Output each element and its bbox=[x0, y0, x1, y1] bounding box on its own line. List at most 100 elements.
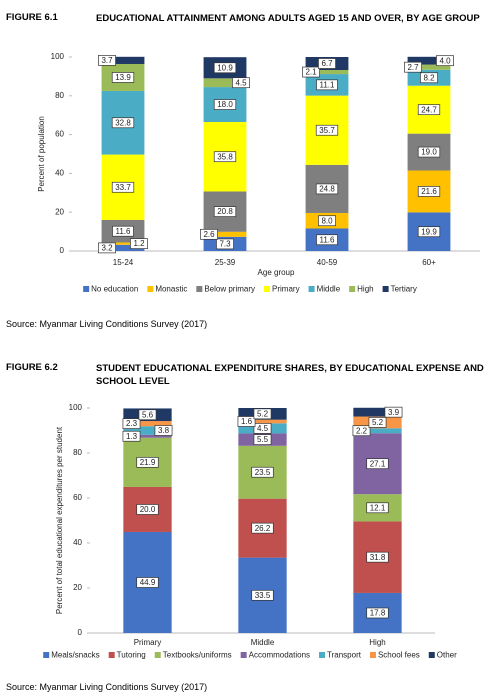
y-axis-label: Percent of population bbox=[37, 116, 46, 192]
label-box bbox=[318, 58, 336, 69]
bar-segment bbox=[305, 69, 349, 75]
label-box bbox=[154, 425, 173, 436]
bar-segment bbox=[101, 242, 145, 245]
label-box bbox=[213, 62, 237, 74]
data-label-text: 2.3 bbox=[126, 419, 138, 428]
data-label-text: 3.7 bbox=[101, 56, 113, 65]
data-label: 11.1 bbox=[316, 79, 338, 91]
data-label-text: 4.0 bbox=[439, 56, 451, 65]
data-label-text: 3.8 bbox=[158, 426, 170, 435]
y-tick-label: 40 bbox=[73, 538, 82, 547]
source-note: Source: Myanmar Living Conditions Survey… bbox=[6, 682, 208, 692]
label-box bbox=[366, 551, 389, 563]
y-tick-label: 100 bbox=[51, 52, 65, 61]
label-box bbox=[253, 408, 272, 420]
label-box bbox=[384, 406, 403, 418]
data-label: 5.6 bbox=[138, 409, 157, 421]
data-label-text: 2.2 bbox=[356, 426, 368, 435]
label-box bbox=[136, 577, 159, 588]
figure-label: FIGURE 6.2 bbox=[6, 362, 58, 373]
data-label-text: 11.6 bbox=[320, 235, 336, 244]
data-label: 32.8 bbox=[111, 117, 135, 129]
y-tick-label: 0 bbox=[60, 246, 65, 255]
legend-label: High bbox=[357, 285, 373, 294]
data-label-text: 10.9 bbox=[217, 63, 233, 72]
data-label: 2.1 bbox=[302, 66, 320, 78]
label-box bbox=[253, 434, 272, 445]
data-label: 19.0 bbox=[417, 146, 441, 158]
data-label: 5.5 bbox=[253, 434, 272, 445]
legend-label: Accommodations bbox=[249, 651, 310, 660]
legend-label: Below primary bbox=[204, 285, 255, 294]
data-label: 2.3 bbox=[122, 418, 141, 429]
label-box bbox=[122, 418, 141, 429]
data-label: 20.8 bbox=[213, 206, 237, 217]
legend-swatch bbox=[108, 652, 115, 658]
data-label: 4.5 bbox=[253, 423, 272, 434]
data-label-text: 5.2 bbox=[372, 418, 384, 427]
legend-label: Tertiary bbox=[391, 285, 417, 294]
bar-segment bbox=[353, 428, 402, 434]
data-label-text: 6.7 bbox=[321, 59, 333, 68]
data-label: 3.2 bbox=[98, 242, 116, 254]
label-box bbox=[136, 456, 159, 468]
x-tick-label: Primary bbox=[134, 638, 162, 647]
legend-label: Transport bbox=[327, 651, 362, 660]
data-label-text: 4.5 bbox=[235, 78, 247, 87]
data-label-text: 19.9 bbox=[421, 227, 437, 236]
label-box bbox=[232, 77, 250, 89]
y-tick-label: 100 bbox=[69, 403, 83, 412]
label-box bbox=[98, 242, 116, 254]
bar-segment bbox=[123, 426, 172, 435]
legend-swatch bbox=[154, 652, 161, 658]
x-tick-label: 40-59 bbox=[317, 258, 338, 267]
data-label-text: 17.8 bbox=[370, 609, 386, 618]
legend-label: Monastic bbox=[155, 285, 187, 294]
label-box bbox=[122, 430, 141, 442]
x-tick-label: 25-39 bbox=[215, 258, 236, 267]
legend-label: Tutoring bbox=[117, 651, 146, 660]
legend-label: Primary bbox=[272, 285, 300, 294]
data-label: 35.8 bbox=[213, 151, 237, 163]
data-label-text: 31.8 bbox=[370, 553, 386, 562]
data-label-text: 1.2 bbox=[133, 239, 145, 248]
data-label: 5.2 bbox=[253, 408, 272, 420]
data-label: 27.1 bbox=[366, 458, 389, 470]
figure-label: FIGURE 6.1 bbox=[6, 12, 58, 23]
data-label-text: 3.2 bbox=[101, 244, 113, 253]
bar-segment bbox=[203, 78, 247, 88]
chart: 0 20 40 60 80 100 Percent of total educational… bbox=[43, 403, 457, 660]
label-box bbox=[130, 238, 148, 249]
data-label: 26.2 bbox=[251, 522, 274, 534]
legend-swatch bbox=[196, 286, 203, 292]
label-box bbox=[111, 117, 135, 129]
label-box bbox=[138, 409, 157, 421]
data-label: 24.7 bbox=[417, 104, 441, 116]
legend-swatch bbox=[43, 652, 50, 658]
data-label-text: 24.7 bbox=[421, 105, 437, 114]
data-label: 10.9 bbox=[213, 62, 237, 74]
data-label: 21.9 bbox=[136, 456, 159, 468]
label-box bbox=[237, 416, 256, 427]
bar-segment bbox=[407, 64, 451, 70]
y-tick-label: 80 bbox=[55, 91, 64, 100]
legend-swatch bbox=[428, 652, 435, 658]
data-label: 21.6 bbox=[417, 186, 441, 197]
legend-label: Meals/snacks bbox=[51, 651, 99, 660]
label-box bbox=[213, 151, 237, 163]
data-label: 2.7 bbox=[404, 61, 422, 73]
legend-swatch bbox=[240, 652, 247, 658]
data-label-text: 26.2 bbox=[255, 524, 271, 533]
data-label: 7.3 bbox=[216, 238, 234, 250]
y-tick-label: 20 bbox=[55, 207, 64, 216]
data-label: 35.7 bbox=[315, 124, 339, 136]
legend-swatch bbox=[264, 286, 271, 292]
y-tick-label: 40 bbox=[55, 169, 64, 178]
label-box bbox=[98, 55, 116, 66]
y-tick-label: 60 bbox=[73, 493, 82, 502]
data-label: 4.5 bbox=[232, 77, 250, 89]
data-label-text: 33.5 bbox=[255, 591, 271, 600]
label-box bbox=[136, 504, 159, 515]
legend-swatch bbox=[369, 652, 376, 658]
data-label-text: 4.5 bbox=[257, 424, 269, 433]
